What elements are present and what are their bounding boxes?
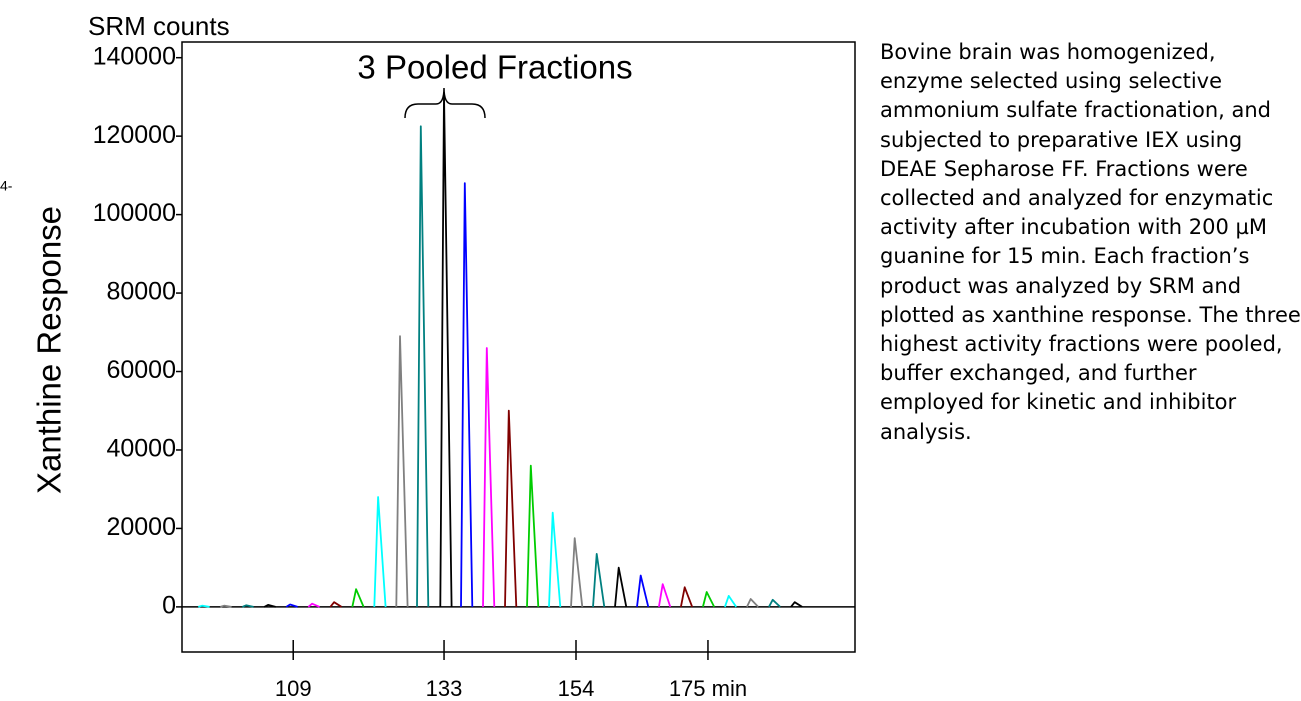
peak-line bbox=[373, 496, 387, 607]
peak-line bbox=[329, 601, 343, 608]
peak-line bbox=[482, 347, 496, 607]
caption: Bovine brain was homogenized, enzyme sel… bbox=[880, 40, 1301, 444]
x-tick-label: 154 bbox=[558, 676, 595, 701]
peak-line bbox=[416, 125, 430, 607]
y-tick-label: 20000 bbox=[106, 513, 176, 541]
peak-line bbox=[614, 566, 628, 608]
y-tick-label: 80000 bbox=[106, 278, 176, 306]
y-tick-label: 0 bbox=[162, 591, 176, 619]
peak-line bbox=[263, 604, 276, 608]
y-tick-label: 120000 bbox=[93, 121, 176, 149]
peak-line bbox=[680, 586, 694, 608]
peak-line bbox=[460, 182, 474, 607]
peak-line bbox=[746, 598, 759, 608]
y-tick-label: 60000 bbox=[106, 356, 176, 384]
peak-line bbox=[790, 601, 803, 608]
peak-line bbox=[351, 588, 365, 608]
peak-line bbox=[307, 602, 320, 608]
y-tick-label: 140000 bbox=[93, 42, 176, 70]
peak-line bbox=[658, 583, 672, 608]
peak-line bbox=[570, 537, 584, 607]
peak-line bbox=[395, 335, 409, 607]
peak-line bbox=[504, 409, 518, 607]
peak-line bbox=[439, 92, 453, 607]
y-tick-label: 100000 bbox=[93, 199, 176, 227]
peak-line bbox=[220, 604, 232, 608]
y-axis-title: Xanthine Response bbox=[31, 206, 68, 494]
annotation: 3 Pooled Fractions bbox=[357, 49, 632, 86]
x-tick-label: 133 bbox=[426, 676, 463, 701]
peak-line bbox=[636, 574, 650, 608]
peak-line bbox=[724, 595, 737, 608]
peak-line bbox=[241, 604, 254, 608]
peak-line bbox=[526, 464, 540, 607]
peak-line bbox=[285, 603, 298, 608]
brace bbox=[404, 87, 486, 119]
peak-line bbox=[198, 604, 210, 608]
x-tick-label: 109 bbox=[275, 676, 312, 701]
plot-frame bbox=[181, 41, 856, 653]
x-tick-label: 175 min bbox=[669, 676, 747, 701]
peak-line bbox=[548, 511, 562, 607]
chart: SRM counts 4- Xanthine Response 3 Pooled… bbox=[0, 11, 856, 701]
y-tick-label: 40000 bbox=[106, 435, 176, 463]
chart-title: SRM counts bbox=[88, 11, 230, 41]
peak-line bbox=[702, 591, 716, 608]
peak-line bbox=[768, 598, 781, 608]
corner-note: 4- bbox=[0, 178, 13, 194]
peak-line bbox=[592, 553, 606, 608]
